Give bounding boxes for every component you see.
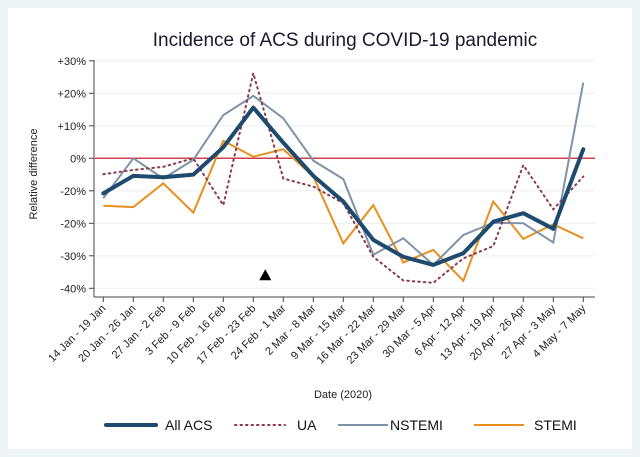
y-tick-label: -20% bbox=[60, 186, 86, 198]
series-line-nstemi bbox=[102, 82, 585, 267]
y-tick-label: +10% bbox=[58, 121, 87, 133]
y-tick-label: +30% bbox=[58, 56, 87, 68]
legend-label: All ACS bbox=[165, 417, 212, 433]
y-axis-label: Relative difference bbox=[28, 129, 40, 220]
chart-panel bbox=[8, 8, 632, 449]
y-tick-label: -40% bbox=[60, 283, 86, 295]
series-line-all-acs bbox=[101, 105, 586, 267]
legend: All ACS UA NSTEMI STEMI bbox=[104, 417, 577, 433]
series-lines bbox=[101, 72, 586, 284]
x-tick-label: 4 May - 7 May bbox=[531, 302, 589, 360]
series-line-stemi bbox=[103, 139, 584, 283]
y-tick-label: 0% bbox=[70, 153, 86, 165]
y-tick-label: -20% bbox=[60, 218, 86, 230]
legend-label: STEMI bbox=[534, 417, 577, 433]
y-axis-ticks: +30% +20% +10% 0% -20% -20% -30% -40% bbox=[58, 56, 94, 295]
y-tick-label: +20% bbox=[58, 88, 87, 100]
y-tick-label: -30% bbox=[60, 251, 86, 263]
legend-label: NSTEMI bbox=[390, 417, 443, 433]
triangle-marker bbox=[259, 269, 272, 281]
x-axis-label: Date (2020) bbox=[314, 389, 372, 401]
chart-title: Incidence of ACS during COVID-19 pandemi… bbox=[153, 30, 537, 51]
legend-label: UA bbox=[297, 417, 317, 433]
